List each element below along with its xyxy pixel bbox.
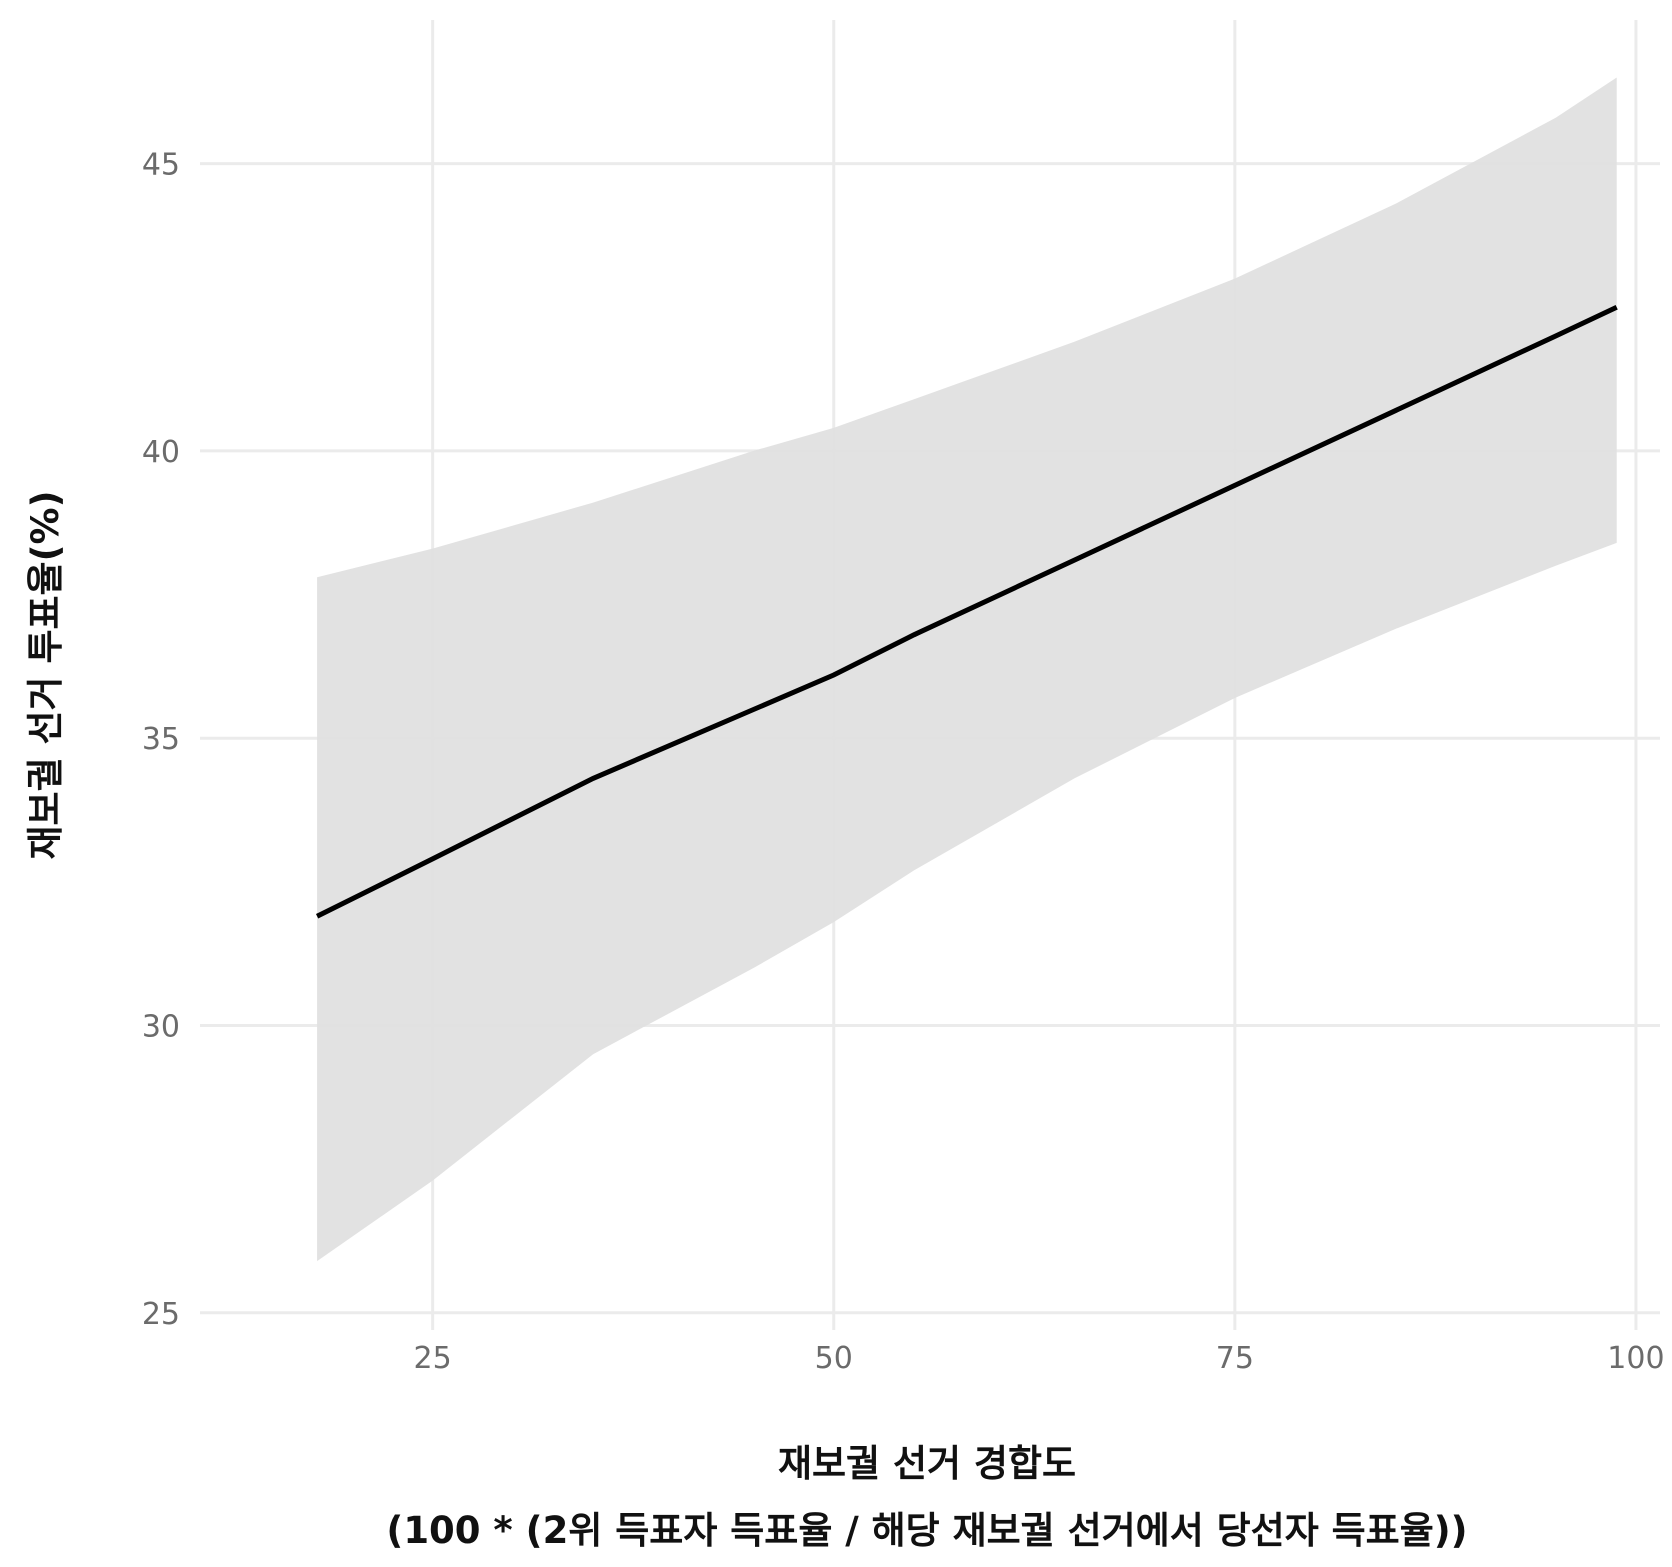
x-tick-label-50: 50 — [815, 1341, 853, 1376]
y-axis-ticks: 25 30 35 40 45 — [142, 148, 180, 1332]
y-tick-label-30: 30 — [142, 1009, 180, 1044]
x-axis-title-line-2: (100 * (2위 득표자 득표율 / 해당 재보궐 선거에서 당선자 득표율… — [386, 1509, 1467, 1552]
x-tick-label-100: 100 — [1607, 1341, 1664, 1376]
y-tick-label-40: 40 — [142, 435, 180, 470]
x-tick-label-25: 25 — [414, 1341, 452, 1376]
x-tick-label-75: 75 — [1216, 1341, 1254, 1376]
x-axis-title-line-1: 재보궐 선거 경합도 — [778, 1442, 1076, 1485]
y-tick-label-45: 45 — [142, 148, 180, 183]
y-axis-title: 재보궐 선거 투표율(%) — [24, 491, 67, 860]
x-axis-ticks: 25 50 75 100 — [414, 1341, 1665, 1376]
confidence-band — [317, 77, 1617, 1262]
fit-line — [315, 305, 1618, 919]
y-tick-label-25: 25 — [142, 1297, 180, 1332]
y-tick-label-35: 35 — [142, 722, 180, 757]
